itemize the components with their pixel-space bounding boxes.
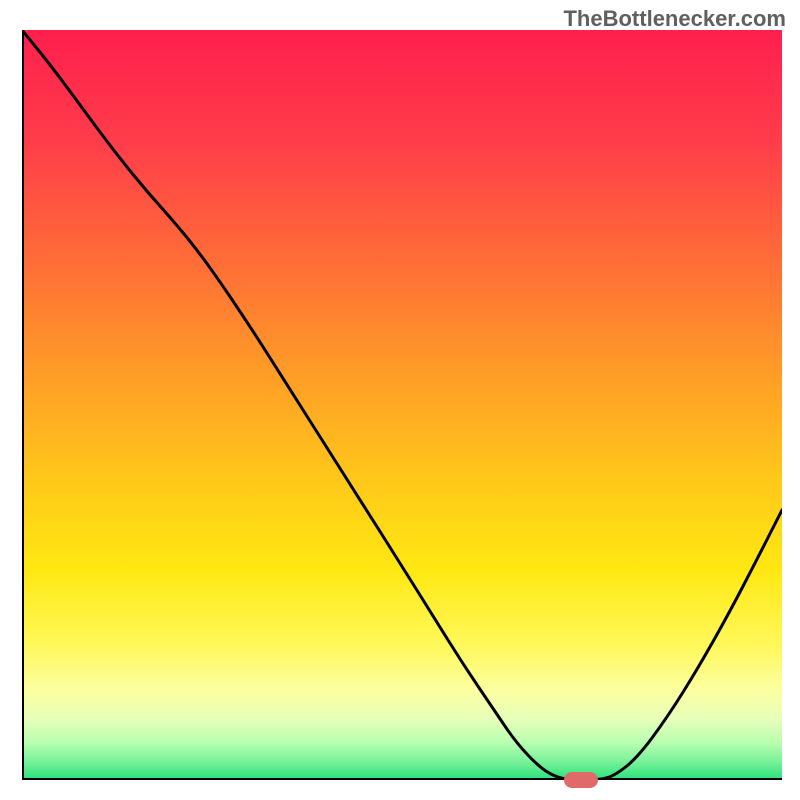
site-title: TheBottlenecker.com — [563, 6, 786, 32]
plot-area — [22, 30, 782, 780]
y-axis — [22, 30, 24, 780]
x-axis — [22, 778, 782, 780]
gradient-background — [22, 30, 782, 780]
optimal-marker — [564, 772, 598, 788]
chart-container: TheBottlenecker.com — [0, 0, 800, 800]
